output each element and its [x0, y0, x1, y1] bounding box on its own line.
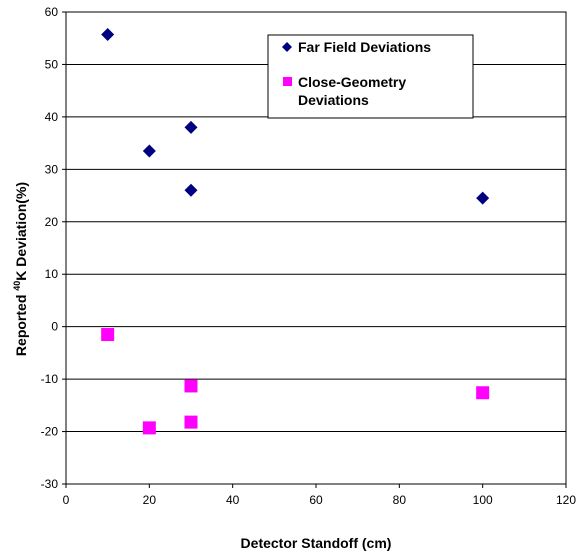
- y-tick-label: 60: [45, 5, 59, 19]
- y-tick-label: -20: [41, 425, 59, 439]
- y-tick-label: 30: [45, 162, 59, 176]
- x-tick-label: 120: [556, 493, 576, 507]
- y-tick-label: 10: [45, 267, 59, 281]
- legend-label-close-geometry-line1: Close-Geometry: [298, 74, 406, 90]
- y-axis-title: Reported 40K Deviation(%): [12, 182, 29, 356]
- y-tick-label: 40: [45, 110, 59, 124]
- x-tick-label: 60: [309, 493, 323, 507]
- close-geometry-point: [476, 386, 490, 400]
- close-geometry-point: [184, 379, 198, 393]
- y-axis-title-superscript: 40: [12, 281, 22, 291]
- far-field-point: [101, 28, 115, 42]
- y-axis-title-before: Reported: [13, 291, 29, 356]
- y-axis-ticks: -30 -20 -10 0 10 20 30 40 50 60: [41, 5, 66, 491]
- far-field-point: [142, 144, 156, 158]
- far-field-point: [476, 191, 490, 205]
- y-tick-label: 20: [45, 215, 59, 229]
- x-tick-label: 0: [63, 493, 70, 507]
- x-tick-label: 40: [226, 493, 240, 507]
- y-tick-label: 50: [45, 57, 59, 71]
- legend-far-field-diamond-icon: [282, 42, 292, 52]
- legend: Far Field Deviations Close-Geometry Devia…: [267, 34, 474, 119]
- x-axis-ticks: 0 20 40 60 80 100 120: [63, 484, 576, 507]
- data-points: [101, 28, 490, 435]
- far-field-point: [184, 120, 198, 134]
- x-axis-title: Detector Standoff (cm): [241, 535, 392, 551]
- x-tick-label: 80: [393, 493, 407, 507]
- y-tick-label: -10: [41, 372, 59, 386]
- close-geometry-point: [142, 421, 156, 435]
- close-geometry-point: [101, 328, 115, 342]
- y-tick-label: 0: [51, 320, 58, 334]
- close-geometry-point: [184, 415, 198, 429]
- legend-label-close-geometry-line2: Deviations: [298, 92, 369, 108]
- y-tick-label: -30: [41, 477, 59, 491]
- y-axis-title-after: K Deviation(%): [13, 182, 29, 281]
- legend-box: [267, 34, 474, 119]
- legend-close-geometry-square-icon: [283, 77, 292, 86]
- legend-label-far-field: Far Field Deviations: [298, 39, 431, 55]
- x-tick-label: 100: [473, 493, 493, 507]
- x-tick-label: 20: [143, 493, 157, 507]
- legend-label-close-geometry: Close-Geometry Deviations: [298, 74, 406, 108]
- far-field-point: [184, 183, 198, 197]
